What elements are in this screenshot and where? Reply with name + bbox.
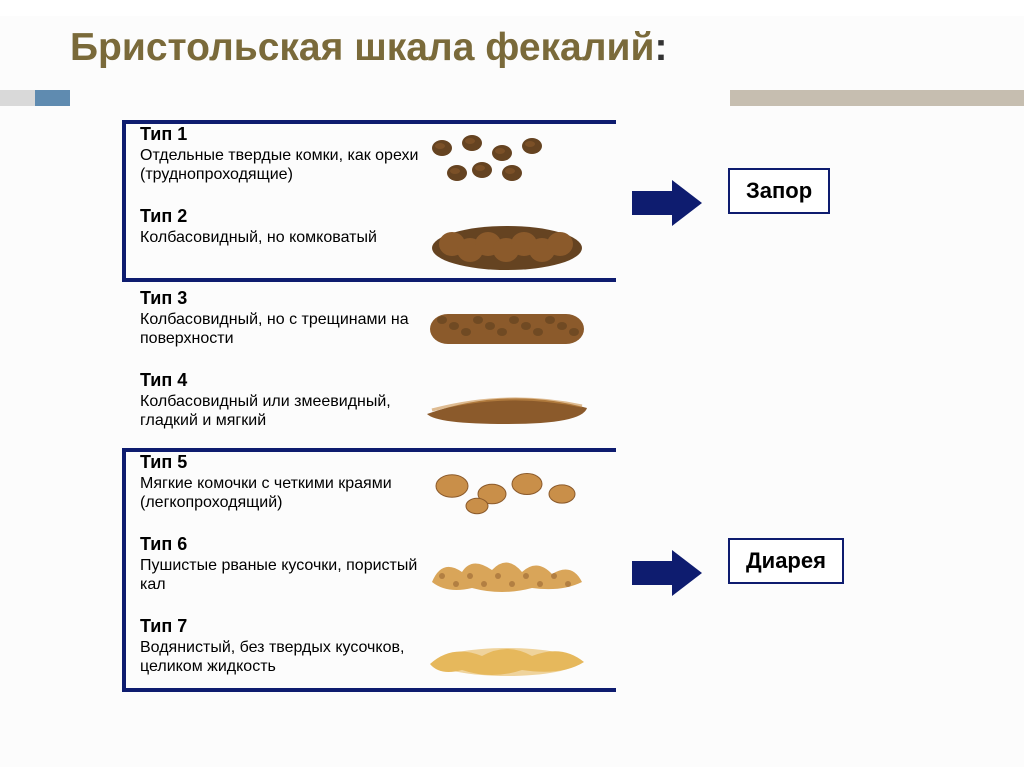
stool-icon <box>412 292 602 358</box>
group-bracket <box>122 448 616 692</box>
type-row: Тип 3 Колбасовидный, но с трещинами на п… <box>112 284 912 366</box>
type-name: Тип 3 <box>140 288 187 309</box>
type-desc: Колбасовидный, но с трещинами на поверхн… <box>140 310 420 348</box>
accent-bar-left <box>0 90 35 106</box>
arrow-icon <box>632 550 702 596</box>
stool-icon <box>412 374 602 440</box>
group-label: Запор <box>728 168 830 214</box>
type-name: Тип 4 <box>140 370 187 391</box>
type-desc: Колбасовидный или змеевидный, гладкий и … <box>140 392 420 430</box>
top-strip <box>0 0 1024 16</box>
accent-bar-right <box>730 90 1024 106</box>
bristol-chart: Тип 1 Отдельные твердые комки, как орехи… <box>112 120 912 720</box>
title-colon: : <box>654 26 667 69</box>
type-row: Тип 4 Колбасовидный или змеевидный, глад… <box>112 366 912 448</box>
slide: Бристольская шкала фекалий: Тип 1 Отдель… <box>0 0 1024 767</box>
arrow-icon <box>632 180 702 226</box>
page-title: Бристольская шкала фекалий: <box>70 26 667 70</box>
group-bracket <box>122 120 616 282</box>
group-label: Диарея <box>728 538 844 584</box>
accent-bar-mid <box>35 90 70 106</box>
title-text: Бристольская шкала фекалий <box>70 26 654 69</box>
